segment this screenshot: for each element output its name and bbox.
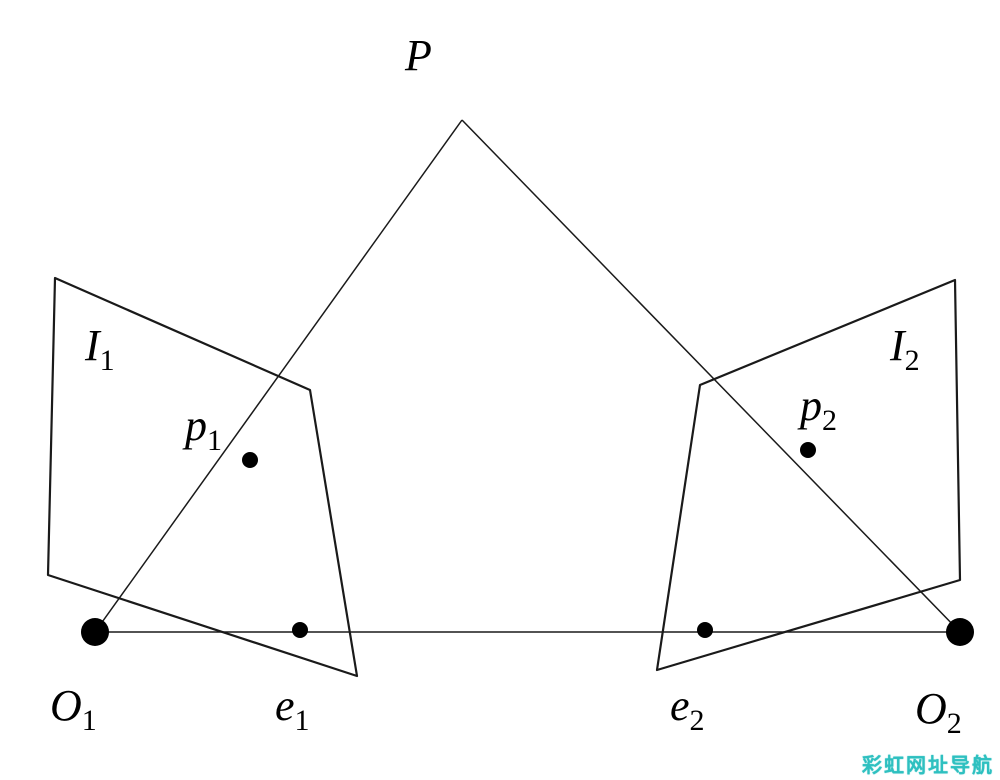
label-p1: p1 xyxy=(182,401,222,457)
plane-I2 xyxy=(657,280,960,670)
watermark-text: 彩虹网址导航 xyxy=(862,749,994,778)
label-I1: I1 xyxy=(84,321,115,377)
point-e1 xyxy=(292,622,308,638)
label-O2: O2 xyxy=(915,684,962,740)
epipolar-diagram: P I1 I2 p1 p2 e1 e2 O1 O2 xyxy=(0,0,1000,780)
point-p1 xyxy=(242,452,258,468)
point-O2 xyxy=(946,618,974,646)
line-O1-P xyxy=(95,120,462,632)
label-P: P xyxy=(404,31,432,80)
label-e2: e2 xyxy=(670,681,705,737)
label-e1: e1 xyxy=(275,681,310,737)
plane-I2-outline xyxy=(657,280,960,670)
label-I2: I2 xyxy=(889,321,920,377)
point-e2 xyxy=(697,622,713,638)
projection-lines xyxy=(95,120,960,632)
point-O1 xyxy=(81,618,109,646)
line-O2-P xyxy=(462,120,960,632)
label-p2: p2 xyxy=(797,381,837,437)
point-p2 xyxy=(800,442,816,458)
label-O1: O1 xyxy=(50,681,97,737)
labels-layer: P I1 I2 p1 p2 e1 e2 O1 O2 xyxy=(50,31,962,740)
